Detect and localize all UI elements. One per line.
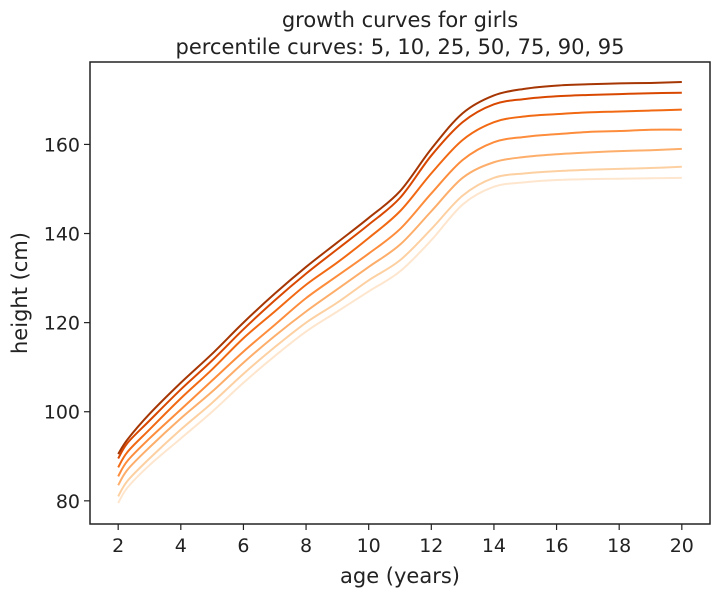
series-line-p5 (117, 176, 682, 504)
y-tick-label: 140 (44, 224, 80, 246)
y-tick-label: 100 (44, 402, 80, 424)
x-axis-label: age (years) (340, 564, 460, 588)
y-tick-label: 120 (44, 313, 80, 335)
x-tick-label: 12 (419, 535, 443, 557)
series-line-p50 (117, 128, 682, 477)
x-tick-label: 4 (175, 535, 187, 557)
series-line-p90 (117, 91, 682, 460)
x-tick-label: 18 (607, 535, 631, 557)
plot-frame (89, 61, 711, 525)
x-tick-label: 8 (300, 535, 312, 557)
x-tick-label: 10 (357, 535, 381, 557)
series-layer (117, 81, 682, 504)
chart-title: growth curves for girls (282, 8, 518, 32)
x-tick-label: 2 (112, 535, 124, 557)
x-tick-label: 20 (670, 535, 694, 557)
x-tick-label: 6 (237, 535, 249, 557)
ticks-layer: 2 4 6 8 10 12 14 16 18 20 80 100 120 140 160 (44, 134, 694, 557)
y-axis-label: height (cm) (8, 232, 32, 354)
y-tick-label: 160 (44, 134, 80, 156)
series-line-p75 (117, 108, 682, 468)
series-line-p95 (117, 81, 682, 455)
x-tick-label: 16 (544, 535, 568, 557)
y-tick-label: 80 (56, 491, 80, 513)
series-line-p10 (117, 165, 682, 497)
x-tick-label: 14 (482, 535, 506, 557)
chart-subtitle: percentile curves: 5, 10, 25, 50, 75, 90… (175, 35, 624, 59)
series-line-p25 (117, 147, 682, 486)
